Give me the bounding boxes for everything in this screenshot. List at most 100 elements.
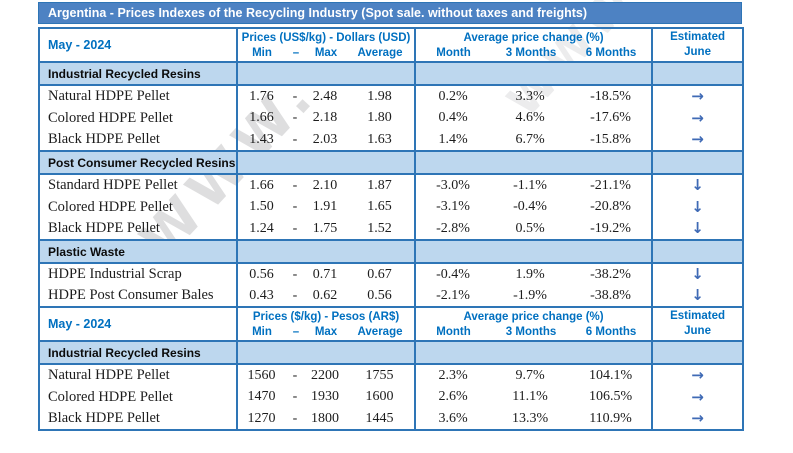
section-title: Post Consumer Recycled Resins xyxy=(38,150,238,175)
price-average: 1.65 xyxy=(345,196,417,218)
range-dash: - xyxy=(292,220,298,236)
range-dash: - xyxy=(292,389,298,404)
period-cell: May - 2024 xyxy=(38,27,238,63)
estimated-header-cell: Estimated June xyxy=(652,306,745,342)
change-group-label: Average price change (%) xyxy=(463,310,604,323)
price-average: 0.56 xyxy=(345,285,417,307)
estimated-label-line1: Estimated xyxy=(670,310,726,322)
col-header-max: Max xyxy=(314,46,338,59)
usd-header-row: May - 2024 Prices (US$/kg) - Dollars (US… xyxy=(38,27,745,63)
change-month: 2.6% xyxy=(438,389,468,404)
price-average: 1.98 xyxy=(345,85,417,107)
change-3months: 3.3% xyxy=(515,88,545,104)
col-header-dash: – xyxy=(292,46,300,59)
data-row: Colored HDPE Pellet 1470 - 1930 1600 2.6… xyxy=(38,386,745,408)
change-6months: 106.5% xyxy=(570,386,654,408)
price-average: 1600 xyxy=(345,386,417,408)
table-title: Argentina - Prices Indexes of the Recycl… xyxy=(48,6,587,20)
product-label: Colored HDPE Pellet xyxy=(38,386,238,408)
prices-group-cell: Prices ($/kg) - Pesos (AR$) Min – Max Av… xyxy=(237,306,417,342)
price-max: 1930 xyxy=(311,389,339,404)
change-3months: 13.3% xyxy=(490,408,571,431)
change-3months: 0.5% xyxy=(515,220,545,236)
col-header-average: Average xyxy=(357,325,403,338)
trend-arrow-icon: ↓ xyxy=(652,196,745,218)
range-dash: - xyxy=(292,177,298,193)
estimated-label-line1: Estimated xyxy=(670,31,726,43)
product-label: Standard HDPE Pellet xyxy=(38,174,238,196)
change-6months: -19.2% xyxy=(570,218,654,240)
price-min: 1270 xyxy=(237,408,285,431)
prices-group-label: Prices ($/kg) - Pesos (AR$) xyxy=(252,310,400,323)
col-header-6months: 6 Months xyxy=(585,46,637,59)
col-header-3months: 3 Months xyxy=(505,46,557,59)
change-month: -2.8% xyxy=(436,220,470,236)
change-6months: -20.8% xyxy=(570,196,654,218)
price-max: 2.18 xyxy=(312,110,338,125)
period-cell: May - 2024 xyxy=(38,306,238,342)
estimated-header-cell: Estimated June xyxy=(652,27,745,63)
change-month: 2.3% xyxy=(438,367,468,383)
price-min: 1.24 xyxy=(249,220,274,236)
trend-arrow-icon: → xyxy=(652,364,745,386)
product-label: Natural HDPE Pellet xyxy=(38,85,238,107)
period-label: May - 2024 xyxy=(48,38,112,52)
product-label: Black HDPE Pellet xyxy=(38,408,238,431)
product-label: Colored HDPE Pellet xyxy=(38,196,238,218)
price-min: 0.56 xyxy=(249,266,274,282)
price-max: 0.71 xyxy=(312,266,338,282)
trend-arrow-icon: ↓ xyxy=(652,174,745,196)
price-max: 2200 xyxy=(311,367,339,383)
data-row: Colored HDPE Pellet 1.66 - 2.18 1.80 0.4… xyxy=(38,107,745,129)
col-header-max: Max xyxy=(314,325,338,338)
change-month: -0.4% xyxy=(436,266,470,282)
price-max: 1.75 xyxy=(312,220,338,236)
trend-arrow-icon: ↓ xyxy=(652,263,745,285)
ars-header-row: May - 2024 Prices ($/kg) - Pesos (AR$) M… xyxy=(38,306,745,342)
change-3months: 6.7% xyxy=(515,131,545,147)
price-average: 1.63 xyxy=(345,129,417,151)
price-average: 1.52 xyxy=(345,218,417,240)
col-header-min: Min xyxy=(252,325,272,338)
col-header-dash: – xyxy=(292,325,300,338)
price-average: 0.67 xyxy=(345,263,417,285)
change-6months: -38.2% xyxy=(570,263,654,285)
trend-arrow-icon: ↓ xyxy=(652,285,745,307)
change-month: -3.0% xyxy=(436,177,470,193)
change-3months: 4.6% xyxy=(515,110,545,125)
section-title: Industrial Recycled Resins xyxy=(38,61,238,86)
price-average: 1445 xyxy=(345,408,417,431)
section-row-plastic-waste: Plastic Waste xyxy=(38,239,745,264)
product-label: Black HDPE Pellet xyxy=(38,218,238,240)
price-index-table: May - 2024 Prices (US$/kg) - Dollars (US… xyxy=(38,27,745,431)
prices-group-label: Prices (US$/kg) - Dollars (USD) xyxy=(241,31,411,44)
product-label: HDPE Post Consumer Bales xyxy=(38,285,238,307)
change-month: 3.6% xyxy=(415,408,491,431)
change-6months: -38.8% xyxy=(570,285,654,307)
col-header-min: Min xyxy=(252,46,272,59)
product-label: Black HDPE Pellet xyxy=(38,129,238,151)
prices-group-cell: Prices (US$/kg) - Dollars (USD) Min – Ma… xyxy=(237,27,417,63)
price-max: 1800 xyxy=(305,408,345,431)
price-min: 1560 xyxy=(247,367,276,383)
range-dash: - xyxy=(292,88,298,104)
data-row: Colored HDPE Pellet 1.50 - 1.91 1.65 -3.… xyxy=(38,196,745,218)
col-header-6months: 6 Months xyxy=(585,325,637,338)
period-label: May - 2024 xyxy=(48,317,112,331)
change-3months: 9.7% xyxy=(515,367,545,383)
col-header-average: Average xyxy=(357,46,403,59)
change-month: 0.2% xyxy=(438,88,468,104)
range-dash: - xyxy=(292,266,298,282)
col-header-month: Month xyxy=(436,46,471,59)
range-dash: - xyxy=(292,199,298,214)
change-3months: -1.1% xyxy=(513,177,547,193)
change-month: -2.1% xyxy=(436,287,470,303)
section-title: Plastic Waste xyxy=(38,239,238,264)
change-month: 0.4% xyxy=(438,110,468,125)
trend-arrow-icon: → xyxy=(652,129,745,151)
section-row-post-consumer: Post Consumer Recycled Resins xyxy=(38,150,745,175)
change-group-cell: Average price change (%) Month 3 Months … xyxy=(415,27,654,63)
data-row: Standard HDPE Pellet 1.66 - 2.10 1.87 -3… xyxy=(38,174,745,196)
price-min: 1.66 xyxy=(249,110,274,125)
